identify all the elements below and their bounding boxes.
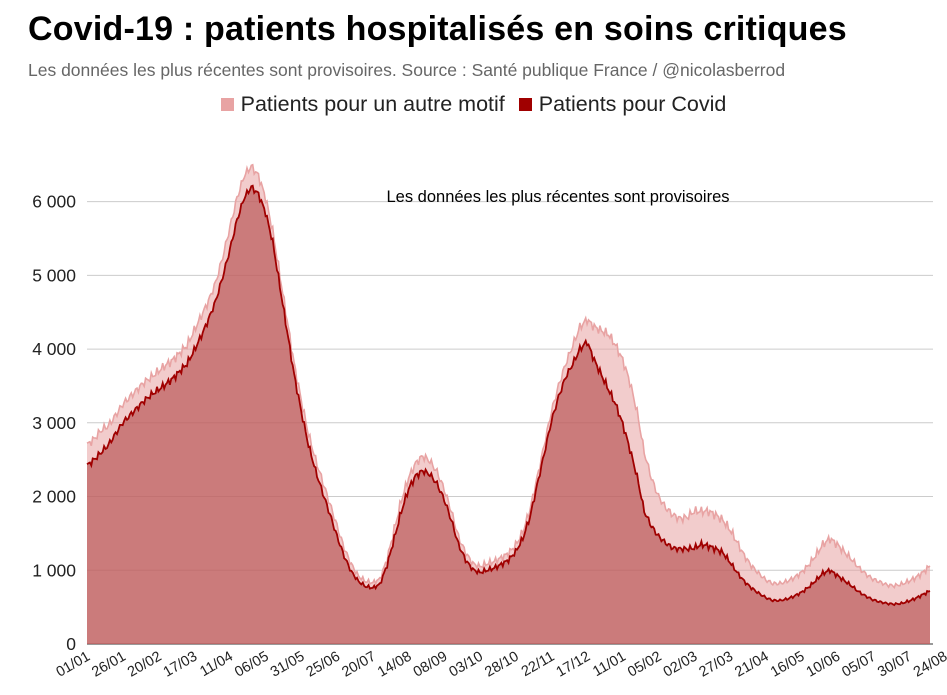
x-axis: 01/0126/0120/0217/0311/0406/0531/0525/06… <box>54 649 947 681</box>
x-tick-label: 21/04 <box>732 649 771 681</box>
x-tick-label: 14/08 <box>375 649 414 681</box>
x-tick-label: 27/03 <box>697 649 736 681</box>
legend: Patients pour un autre motif Patients po… <box>0 92 947 117</box>
x-tick-label: 06/05 <box>232 649 271 681</box>
series-line-covid <box>86 184 931 607</box>
chart-title: Covid-19 : patients hospitalisés en soin… <box>28 10 847 48</box>
x-tick-label: 26/01 <box>89 649 128 681</box>
y-tick-label: 6 000 <box>32 192 76 212</box>
x-tick-label: 11/04 <box>197 649 236 680</box>
x-tick-label: 28/10 <box>482 649 521 681</box>
legend-label-covid: Patients pour Covid <box>538 92 727 116</box>
x-tick-label: 31/05 <box>268 649 307 681</box>
x-tick-label: 20/02 <box>125 649 164 681</box>
x-tick-label: 16/05 <box>768 649 807 681</box>
x-tick-label: 03/10 <box>446 649 485 681</box>
y-tick-label: 5 000 <box>32 265 76 285</box>
legend-swatch-autre-motif <box>220 98 234 111</box>
x-tick-label: 05/02 <box>625 649 664 681</box>
y-axis: 0 1 000 2 000 3 000 4 000 5 000 6 000 <box>32 192 76 654</box>
chart-subtitle: Les données les plus récentes sont provi… <box>28 60 786 80</box>
y-tick-label: 2 000 <box>32 487 76 507</box>
x-tick-label: 05/07 <box>839 649 878 681</box>
x-tick-label: 08/09 <box>411 649 450 681</box>
x-tick-label: 02/03 <box>661 649 700 681</box>
legend-item-covid: Patients pour Covid <box>518 92 727 117</box>
x-tick-label: 10/06 <box>804 649 843 681</box>
x-tick-label: 25/06 <box>304 649 343 681</box>
y-tick-label: 0 <box>66 634 76 654</box>
y-tick-label: 1 000 <box>32 560 76 580</box>
x-tick-label: 17/03 <box>161 649 200 681</box>
x-tick-label: 20/07 <box>339 649 378 681</box>
y-tick-label: 3 000 <box>32 413 76 433</box>
x-tick-label: 17/12 <box>554 649 593 681</box>
x-tick-label: 30/07 <box>875 649 914 681</box>
x-tick-label: 11/01 <box>590 649 629 680</box>
legend-swatch-covid <box>518 98 532 111</box>
series-area-covid <box>87 185 930 644</box>
y-tick-label: 4 000 <box>32 339 76 359</box>
x-tick-label: 24/08 <box>911 649 947 681</box>
legend-label-autre-motif: Patients pour un autre motif <box>240 92 505 116</box>
chart-annotation: Les données les plus récentes sont provi… <box>386 188 729 206</box>
series-areas <box>86 163 931 645</box>
series-line-autre-motif <box>86 163 931 589</box>
legend-item-autre-motif: Patients pour un autre motif <box>220 92 505 117</box>
x-tick-label: 22/11 <box>519 649 558 680</box>
